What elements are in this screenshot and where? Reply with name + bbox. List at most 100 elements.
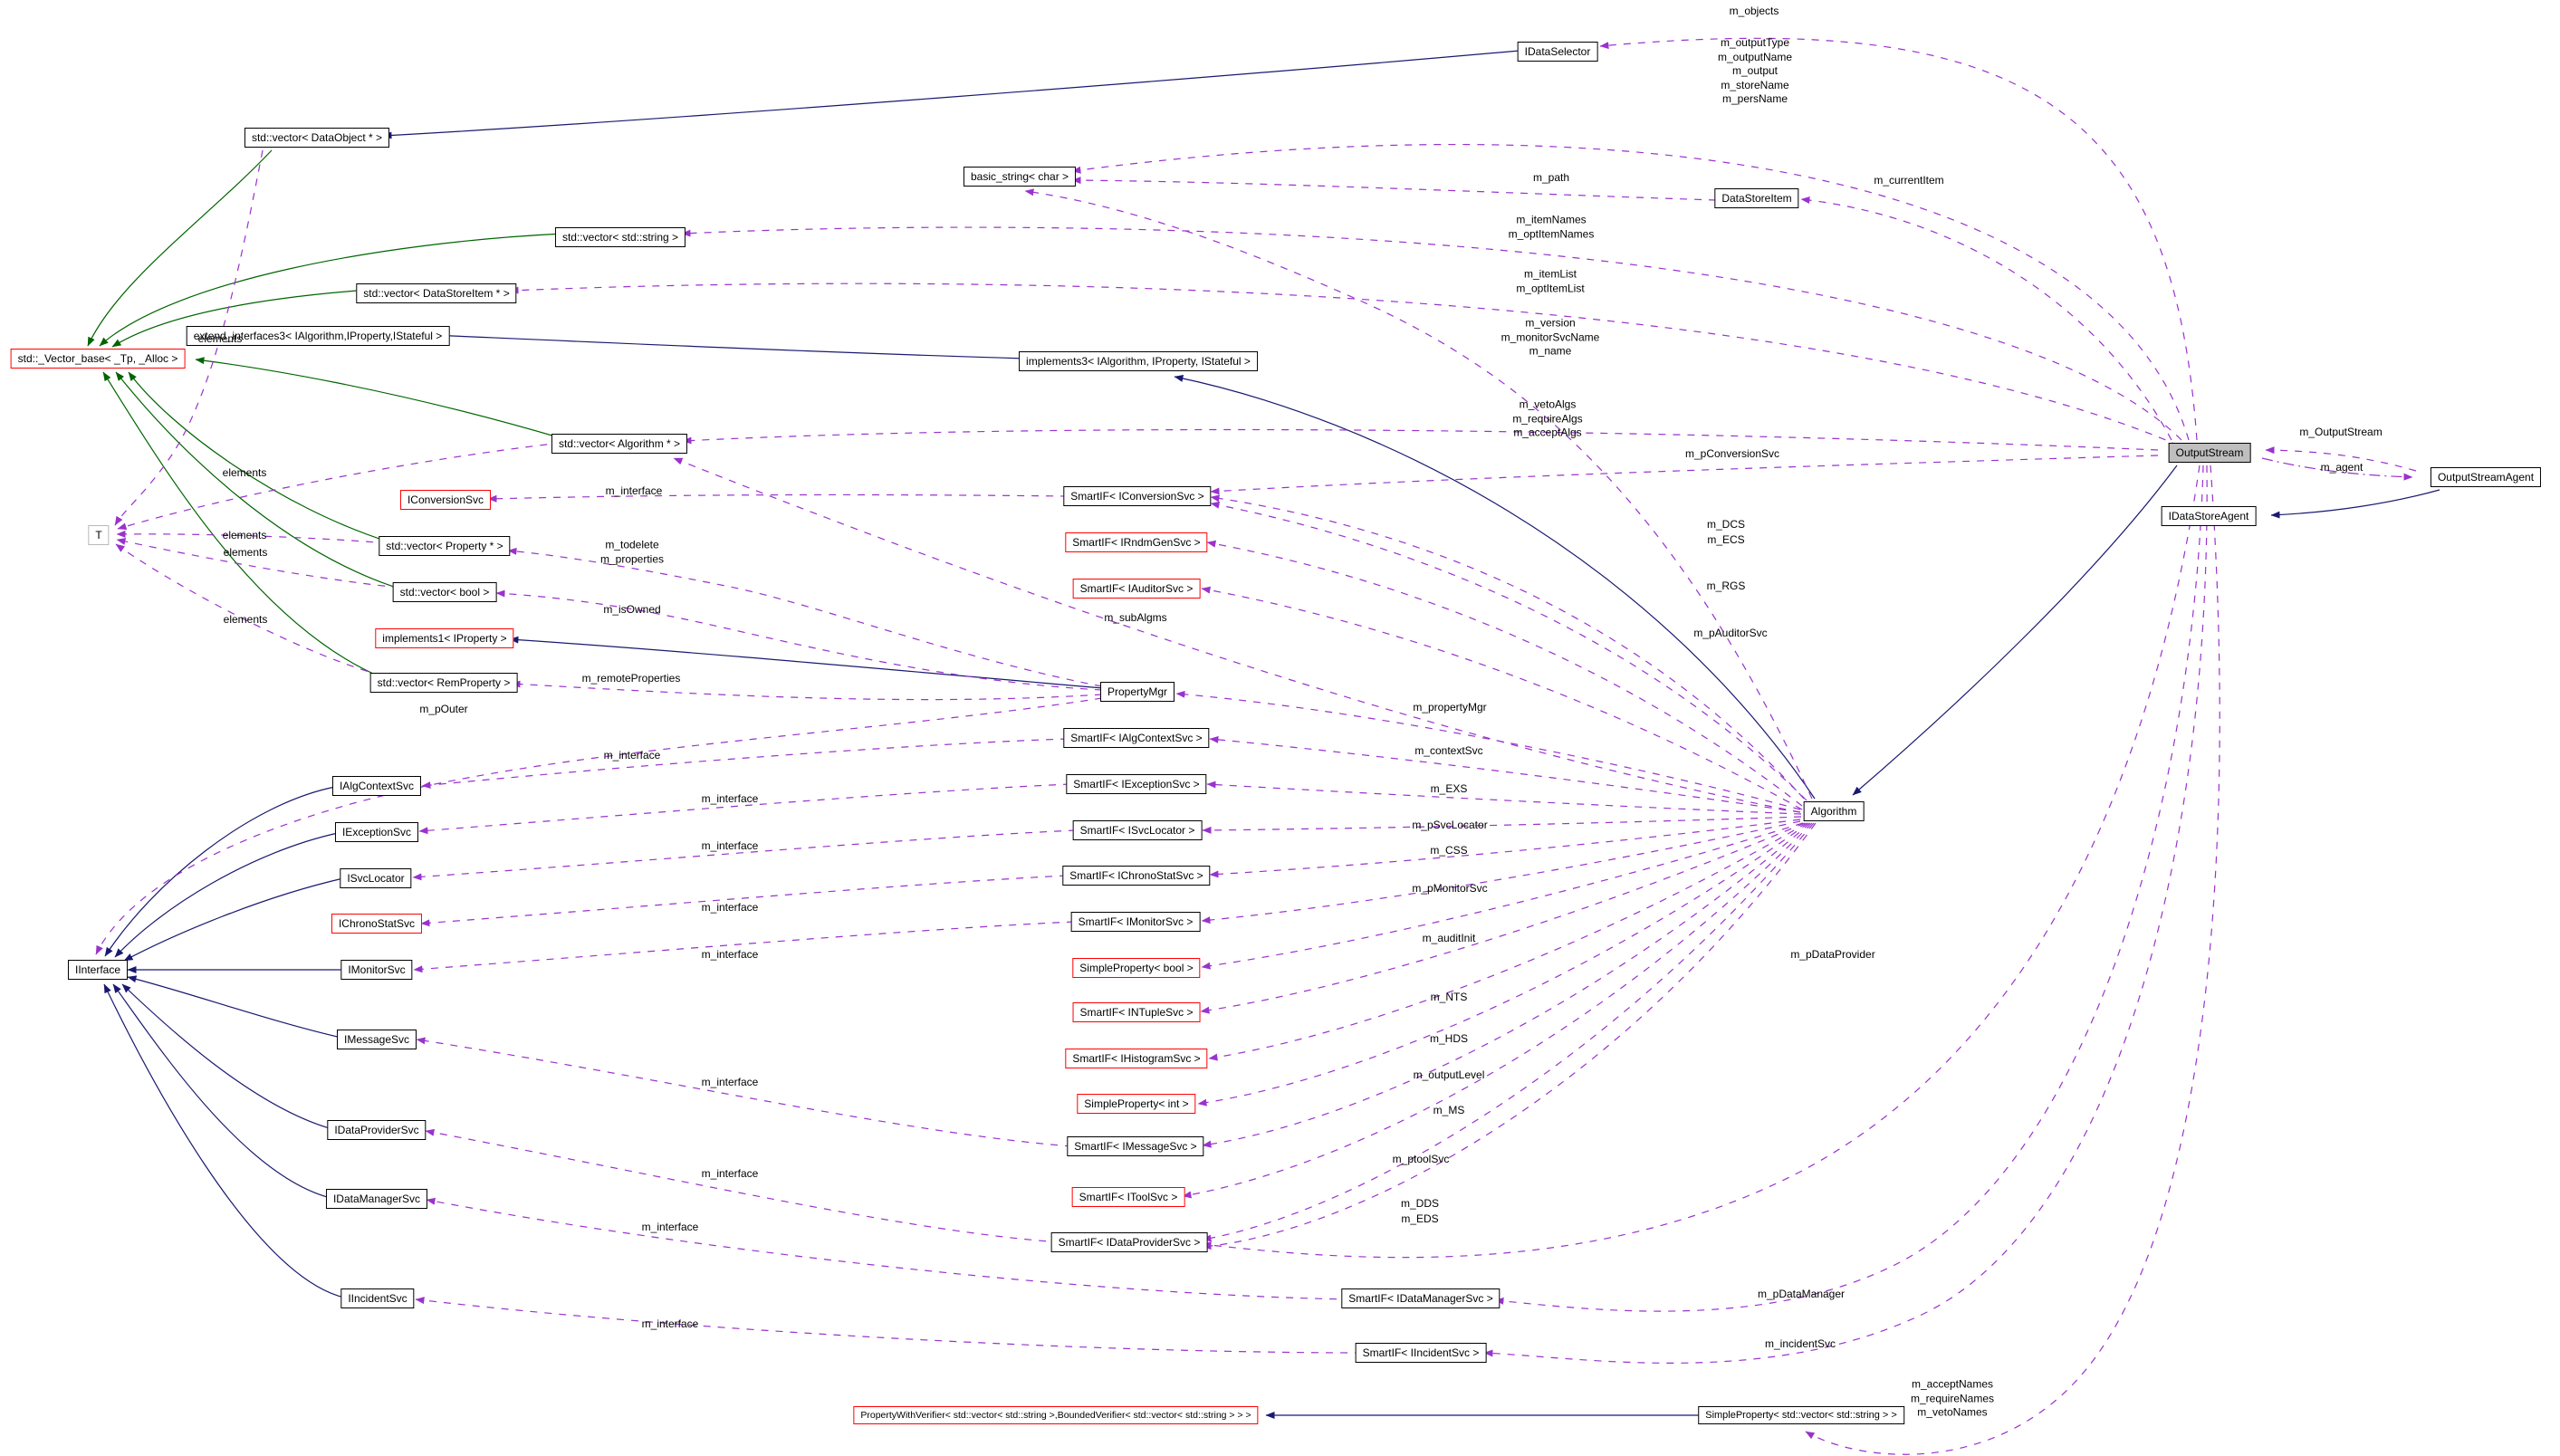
node-smartif-imonitorsvc[interactable]: SmartIF< IMonitorSvc >	[1070, 912, 1201, 932]
inh-propertymgr-impl1	[509, 636, 1104, 689]
use-m-outputgroup	[1071, 143, 2190, 441]
inh-iincidentsvc	[103, 983, 345, 1298]
use-if-iincidentsvc	[415, 1297, 1363, 1354]
node-idataprovidersvc[interactable]: IDataProviderSvc	[327, 1120, 427, 1140]
node-algorithm[interactable]: Algorithm	[1803, 801, 1865, 821]
node-smartif-irndmgensvc[interactable]: SmartIF< IRndmGenSvc >	[1065, 532, 1208, 552]
use-if-imessagesvc	[416, 1037, 1073, 1147]
inh-outputstream-alg	[1852, 465, 2178, 796]
tmpl-vec-dataobject	[87, 149, 273, 347]
node-iexceptionsvc[interactable]: IExceptionSvc	[334, 822, 419, 842]
use-m-eds	[1202, 822, 1817, 1250]
node-vec-string[interactable]: std::vector< std::string >	[554, 227, 686, 247]
node-simpleproperty-int[interactable]: SimpleProperty< int >	[1077, 1094, 1196, 1114]
inh-ialgcontextsvc	[104, 786, 336, 957]
use-m-outputlevel	[1197, 822, 1809, 1106]
use-m-pdataprovider	[1202, 465, 2200, 1259]
node-vector-base[interactable]: std::_Vector_base< _Tp, _Alloc >	[10, 349, 186, 369]
node-vec-dataobject[interactable]: std::vector< DataObject * >	[244, 128, 390, 148]
node-smartif-iconversionsvc[interactable]: SmartIF< IConversionSvc >	[1063, 486, 1212, 506]
use-m-isowned	[495, 589, 1103, 691]
node-simpleproperty-bool[interactable]: SimpleProperty< bool >	[1072, 958, 1201, 978]
node-smartif-isvclocator[interactable]: SmartIF< ISvcLocator >	[1072, 820, 1203, 840]
use-m-rgs	[1206, 540, 1803, 807]
node-smartif-ihistogramsvc[interactable]: SmartIF< IHistogramSvc >	[1065, 1049, 1208, 1068]
use-m-psvclocator	[1202, 816, 1802, 834]
node-simpleproperty-vecstring[interactable]: SimpleProperty< std::vector< std::string…	[1698, 1406, 1904, 1424]
use-m-todelete	[507, 547, 1103, 687]
node-smartif-iexceptionsvc[interactable]: SmartIF< IExceptionSvc >	[1066, 774, 1207, 794]
use-m-dcs	[1210, 494, 1805, 800]
node-imessagesvc[interactable]: IMessageSvc	[336, 1030, 417, 1049]
use-elements-remproperty	[115, 543, 382, 676]
node-isvclocator[interactable]: ISvcLocator	[340, 868, 412, 888]
node-extend-interfaces3[interactable]: extend_interfaces3< IAlgorithm,IProperty…	[186, 326, 450, 346]
inh-idatamanagersvc	[112, 983, 331, 1199]
use-m-itemlist	[509, 283, 2180, 446]
node-iincidentsvc[interactable]: IIncidentSvc	[340, 1288, 415, 1308]
use-if-isvclocator	[412, 829, 1077, 881]
inh-imessagesvc	[127, 975, 342, 1039]
node-smartif-ialgcontextsvc[interactable]: SmartIF< IAlgContextSvc >	[1063, 728, 1210, 748]
node-idataselector[interactable]: IDataSelector	[1517, 42, 1598, 62]
node-smartif-idataprovidersvc[interactable]: SmartIF< IDataProviderSvc >	[1050, 1232, 1208, 1252]
inh-idataprovidersvc	[121, 983, 333, 1130]
node-implements3[interactable]: implements3< IAlgorithm, IProperty, ISta…	[1019, 351, 1258, 371]
node-propertywithverifier[interactable]: PropertyWithVerifier< std::vector< std::…	[853, 1406, 1259, 1424]
node-vec-remproperty[interactable]: std::vector< RemProperty >	[369, 673, 518, 693]
use-m-pdatamanager	[1494, 465, 2204, 1312]
node-iinterface[interactable]: IInterface	[67, 960, 129, 980]
node-ialgcontextsvc[interactable]: IAlgContextSvc	[331, 776, 422, 796]
use-m-exs	[1206, 781, 1802, 815]
use-m-ptoolsvc	[1182, 822, 1813, 1199]
node-t[interactable]: T	[88, 525, 110, 545]
use-if-ichronostatsvc	[420, 875, 1068, 927]
use-elements-dataobject	[114, 149, 264, 526]
node-smartif-ichronostatsvc[interactable]: SmartIF< IChronoStatSvc >	[1062, 866, 1211, 886]
use-m-hds	[1208, 822, 1807, 1061]
use-elements-property	[116, 530, 388, 544]
use-if-idatamanagersvc	[426, 1197, 1352, 1300]
use-m-pconversionsvc	[1210, 455, 2159, 495]
node-outputstream[interactable]: OutputStream	[2168, 443, 2251, 463]
use-m-currentitem	[1800, 196, 2172, 441]
use-m-ms	[1202, 822, 1811, 1148]
node-vec-algorithm[interactable]: std::vector< Algorithm * >	[551, 434, 688, 454]
node-smartif-imessagesvc[interactable]: SmartIF< IMessageSvc >	[1067, 1136, 1204, 1156]
use-m-itemnames	[681, 226, 2182, 441]
node-idatamanagersvc[interactable]: IDataManagerSvc	[325, 1189, 428, 1209]
node-outputstreamagent[interactable]: OutputStreamAgent	[2430, 467, 2542, 487]
node-imonitorsvc[interactable]: IMonitorSvc	[340, 960, 413, 980]
node-vec-property[interactable]: std::vector< Property * >	[379, 536, 511, 556]
node-basic-string[interactable]: basic_string< char >	[963, 167, 1077, 187]
node-vec-bool[interactable]: std::vector< bool >	[392, 582, 497, 602]
inh-implements3-ext	[431, 331, 1026, 359]
node-smartif-iincidentsvc[interactable]: SmartIF< IIncidentSvc >	[1355, 1343, 1487, 1363]
use-m-objects	[1599, 37, 2198, 441]
node-propertymgr[interactable]: PropertyMgr	[1099, 682, 1175, 702]
use-if-ialgcontextsvc	[421, 738, 1069, 790]
node-smartif-iauditorsvc[interactable]: SmartIF< IAuditorSvc >	[1072, 579, 1201, 599]
inh-isvclocator	[123, 877, 344, 962]
node-implements1[interactable]: implements1< IProperty >	[375, 628, 514, 648]
node-iconversionsvc[interactable]: IConversionSvc	[399, 490, 492, 510]
use-m-incidentsvc	[1483, 465, 2208, 1364]
node-vec-datastoreitem[interactable]: std::vector< DataStoreItem * >	[356, 283, 517, 303]
use-m-ecs	[1210, 501, 1807, 801]
node-smartif-intuplesvc[interactable]: SmartIF< INTupleSvc >	[1072, 1002, 1201, 1022]
use-m-subalgms	[673, 457, 1801, 813]
use-m-pauditorsvc	[1201, 586, 1803, 810]
use-m-vetoalgs	[682, 428, 2159, 451]
use-m-path	[1071, 177, 1717, 201]
node-smartif-idatamanagersvc[interactable]: SmartIF< IDataManagerSvc >	[1341, 1288, 1501, 1308]
node-ichronostatsvc[interactable]: IChronoStatSvc	[331, 914, 423, 934]
node-idatastoreagent[interactable]: IDataStoreAgent	[2161, 506, 2257, 526]
use-m-contextsvc	[1209, 735, 1801, 813]
use-m-agent	[2261, 457, 2413, 481]
use-m-pmonitorsvc	[1201, 820, 1801, 924]
tmpl-vec-property	[128, 371, 388, 542]
node-smartif-itoolsvc[interactable]: SmartIF< IToolSvc >	[1071, 1187, 1185, 1207]
node-datastoreitem[interactable]: DataStoreItem	[1714, 188, 1799, 208]
